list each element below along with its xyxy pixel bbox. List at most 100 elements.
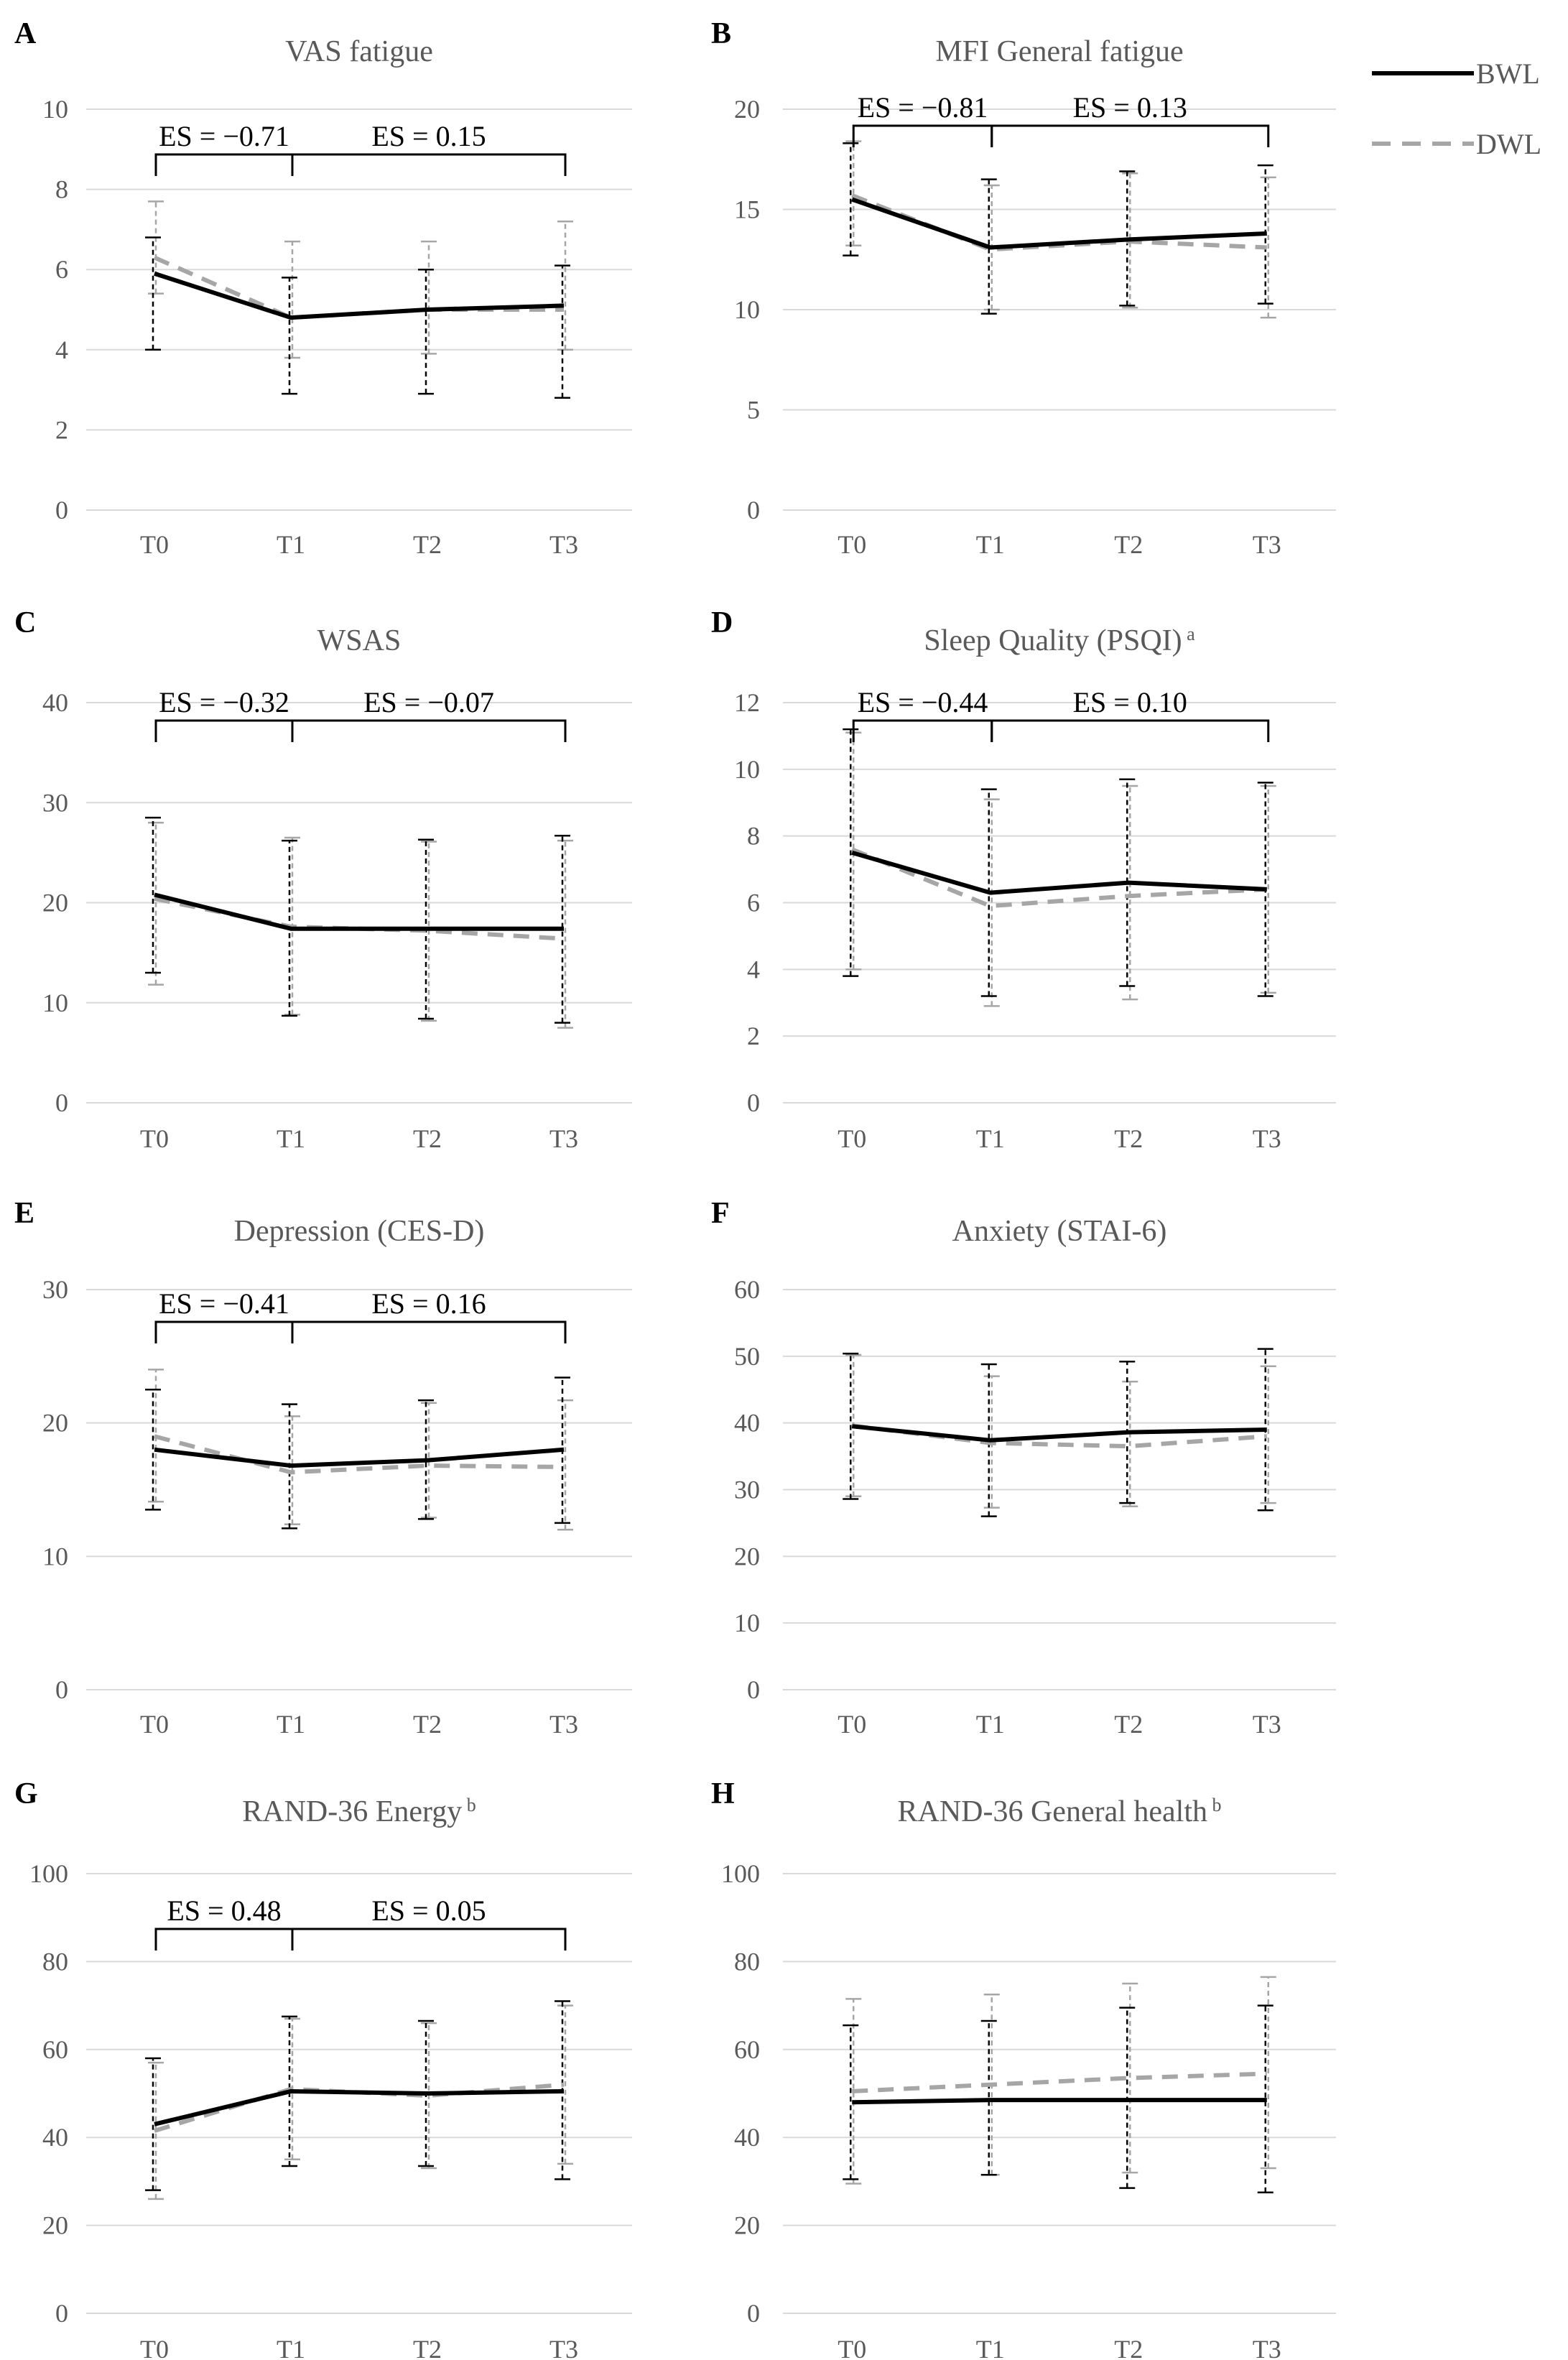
es-label: ES = −0.07 <box>363 686 494 718</box>
y-tick-label: 6 <box>55 255 68 284</box>
y-tick-label: 60 <box>42 2035 68 2064</box>
series-line-dwl <box>851 1423 1267 1449</box>
x-tick-label: T3 <box>1253 530 1281 559</box>
series-line-dwl <box>852 2071 1267 2093</box>
panel-letter: A <box>14 17 37 50</box>
y-tick-label: 20 <box>42 1409 68 1438</box>
panel-letter: F <box>711 1197 730 1230</box>
x-tick-label: T1 <box>976 1710 1005 1739</box>
panel-letter: H <box>711 1777 735 1810</box>
series-line-bwl <box>852 2098 1267 2105</box>
series-line-bwl <box>154 1447 565 1468</box>
y-tick-label: 8 <box>55 175 68 204</box>
series-line-bwl <box>851 850 1267 895</box>
y-tick-label: 10 <box>734 1609 760 1637</box>
es-label: ES = 0.10 <box>1073 686 1187 718</box>
x-tick-label: T1 <box>976 1124 1005 1153</box>
panel-c: C WSAS 0 10 20 30 40 T0 T1 T2 T3 ES = −0.32 ES = −0.… <box>14 606 632 1153</box>
panel-letter: G <box>14 1777 38 1810</box>
y-tick-label: 80 <box>42 1947 68 1976</box>
y-tick-label: 30 <box>734 1476 760 1504</box>
panel-title: MFI General fatigue <box>935 35 1183 68</box>
y-tick-label: 20 <box>734 1542 760 1570</box>
y-tick-label: 60 <box>734 2035 760 2064</box>
es-bracket <box>852 719 993 742</box>
x-tick-label: T1 <box>277 2335 305 2360</box>
es-bracket <box>154 153 294 176</box>
y-tick-label: 20 <box>42 2211 68 2240</box>
y-tick-label: 0 <box>55 2299 68 2328</box>
es-label: ES = 0.15 <box>371 120 486 152</box>
panel-letter: C <box>14 606 36 639</box>
x-tick-label: T3 <box>549 1710 578 1739</box>
series-line-bwl <box>154 271 565 320</box>
panel-e: E Depression (CES-D) 0 10 20 30 T0 T1 T2 T3 ES = −… <box>14 1197 632 1739</box>
y-tick-label: 40 <box>42 2123 68 2152</box>
series-line-bwl <box>851 1424 1267 1443</box>
series-line-bwl <box>851 197 1267 250</box>
y-tick-label: 6 <box>747 889 760 917</box>
panel-g: G RAND-36 Energy b 0 20 40 60 80 100 T0 T1 T2 T3 ES … <box>14 1777 632 2360</box>
y-tick-label: 0 <box>55 1088 68 1117</box>
y-tick-label: 100 <box>29 1859 68 1888</box>
y-tick-label: 80 <box>734 1947 760 1976</box>
panel-f: F Anxiety (STAI-6) 0 10 20 30 40 50 60 T0 T1 T2 T3 <box>711 1197 1336 1739</box>
x-tick-label: T3 <box>549 1124 578 1153</box>
y-tick-label: 4 <box>55 336 68 364</box>
es-bracket <box>154 1928 294 1951</box>
panel-a: A VAS fatigue 0 2 4 6 8 10 T0 T1 T2 T3 ES = −0.71 ES … <box>14 17 632 559</box>
y-tick-label: 60 <box>734 1275 760 1304</box>
es-bracket <box>991 719 1270 742</box>
x-tick-label: T3 <box>549 530 578 559</box>
y-tick-label: 0 <box>747 2299 760 2328</box>
legend-label-dwl: DWL <box>1476 128 1541 160</box>
x-tick-label: T0 <box>140 530 169 559</box>
y-tick-label: 8 <box>747 822 760 851</box>
y-tick-label: 40 <box>42 688 68 717</box>
legend: BWL DWL <box>1372 57 1541 160</box>
es-bracket <box>291 1320 567 1343</box>
y-tick-label: 40 <box>734 2123 760 2152</box>
x-tick-label: T2 <box>413 530 442 559</box>
y-tick-label: 0 <box>747 1675 760 1704</box>
es-label: ES = 0.16 <box>371 1287 486 1320</box>
y-tick-label: 4 <box>747 955 760 984</box>
x-tick-label: T0 <box>838 530 866 559</box>
es-bracket <box>852 124 993 147</box>
y-tick-label: 30 <box>42 1275 68 1304</box>
y-tick-label: 5 <box>747 396 760 425</box>
es-label: ES = −0.81 <box>858 91 988 124</box>
y-tick-label: 20 <box>734 2211 760 2240</box>
x-tick-label: T2 <box>413 1710 442 1739</box>
es-bracket <box>154 719 294 742</box>
panel-title: RAND-36 General health b <box>897 1795 1221 1828</box>
es-bracket <box>991 124 1270 147</box>
panel-title: RAND-36 Energy b <box>242 1795 476 1828</box>
x-tick-label: T3 <box>1253 1710 1281 1739</box>
panel-title: Sleep Quality (PSQI) a <box>924 624 1195 657</box>
panel-letter: E <box>14 1197 34 1230</box>
x-tick-label: T1 <box>976 2335 1005 2360</box>
x-tick-label: T2 <box>413 1124 442 1153</box>
panel-title: Anxiety (STAI-6) <box>952 1215 1167 1248</box>
x-tick-label: T0 <box>838 1710 866 1739</box>
y-tick-label: 10 <box>42 989 68 1017</box>
y-tick-label: 10 <box>734 295 760 324</box>
x-tick-label: T1 <box>976 530 1005 559</box>
es-label: ES = −0.71 <box>159 120 289 152</box>
y-tick-label: 2 <box>747 1022 760 1050</box>
panel-letter: D <box>711 606 733 639</box>
panel-title: Depression (CES-D) <box>234 1215 485 1248</box>
series-line-bwl <box>154 892 564 931</box>
y-tick-label: 20 <box>734 95 760 124</box>
es-label: ES = −0.44 <box>858 686 988 718</box>
x-tick-label: T2 <box>1114 530 1143 559</box>
x-tick-label: T0 <box>140 2335 169 2360</box>
y-tick-label: 20 <box>42 889 68 917</box>
series-line-dwl <box>851 847 1267 909</box>
panel-h: H RAND-36 General health b 0 20 40 60 80 100 T0 T… <box>711 1777 1336 2360</box>
y-tick-label: 0 <box>747 1088 760 1117</box>
es-label: ES = −0.41 <box>159 1287 289 1320</box>
es-bracket <box>291 719 567 742</box>
x-tick-label: T0 <box>140 1124 169 1153</box>
